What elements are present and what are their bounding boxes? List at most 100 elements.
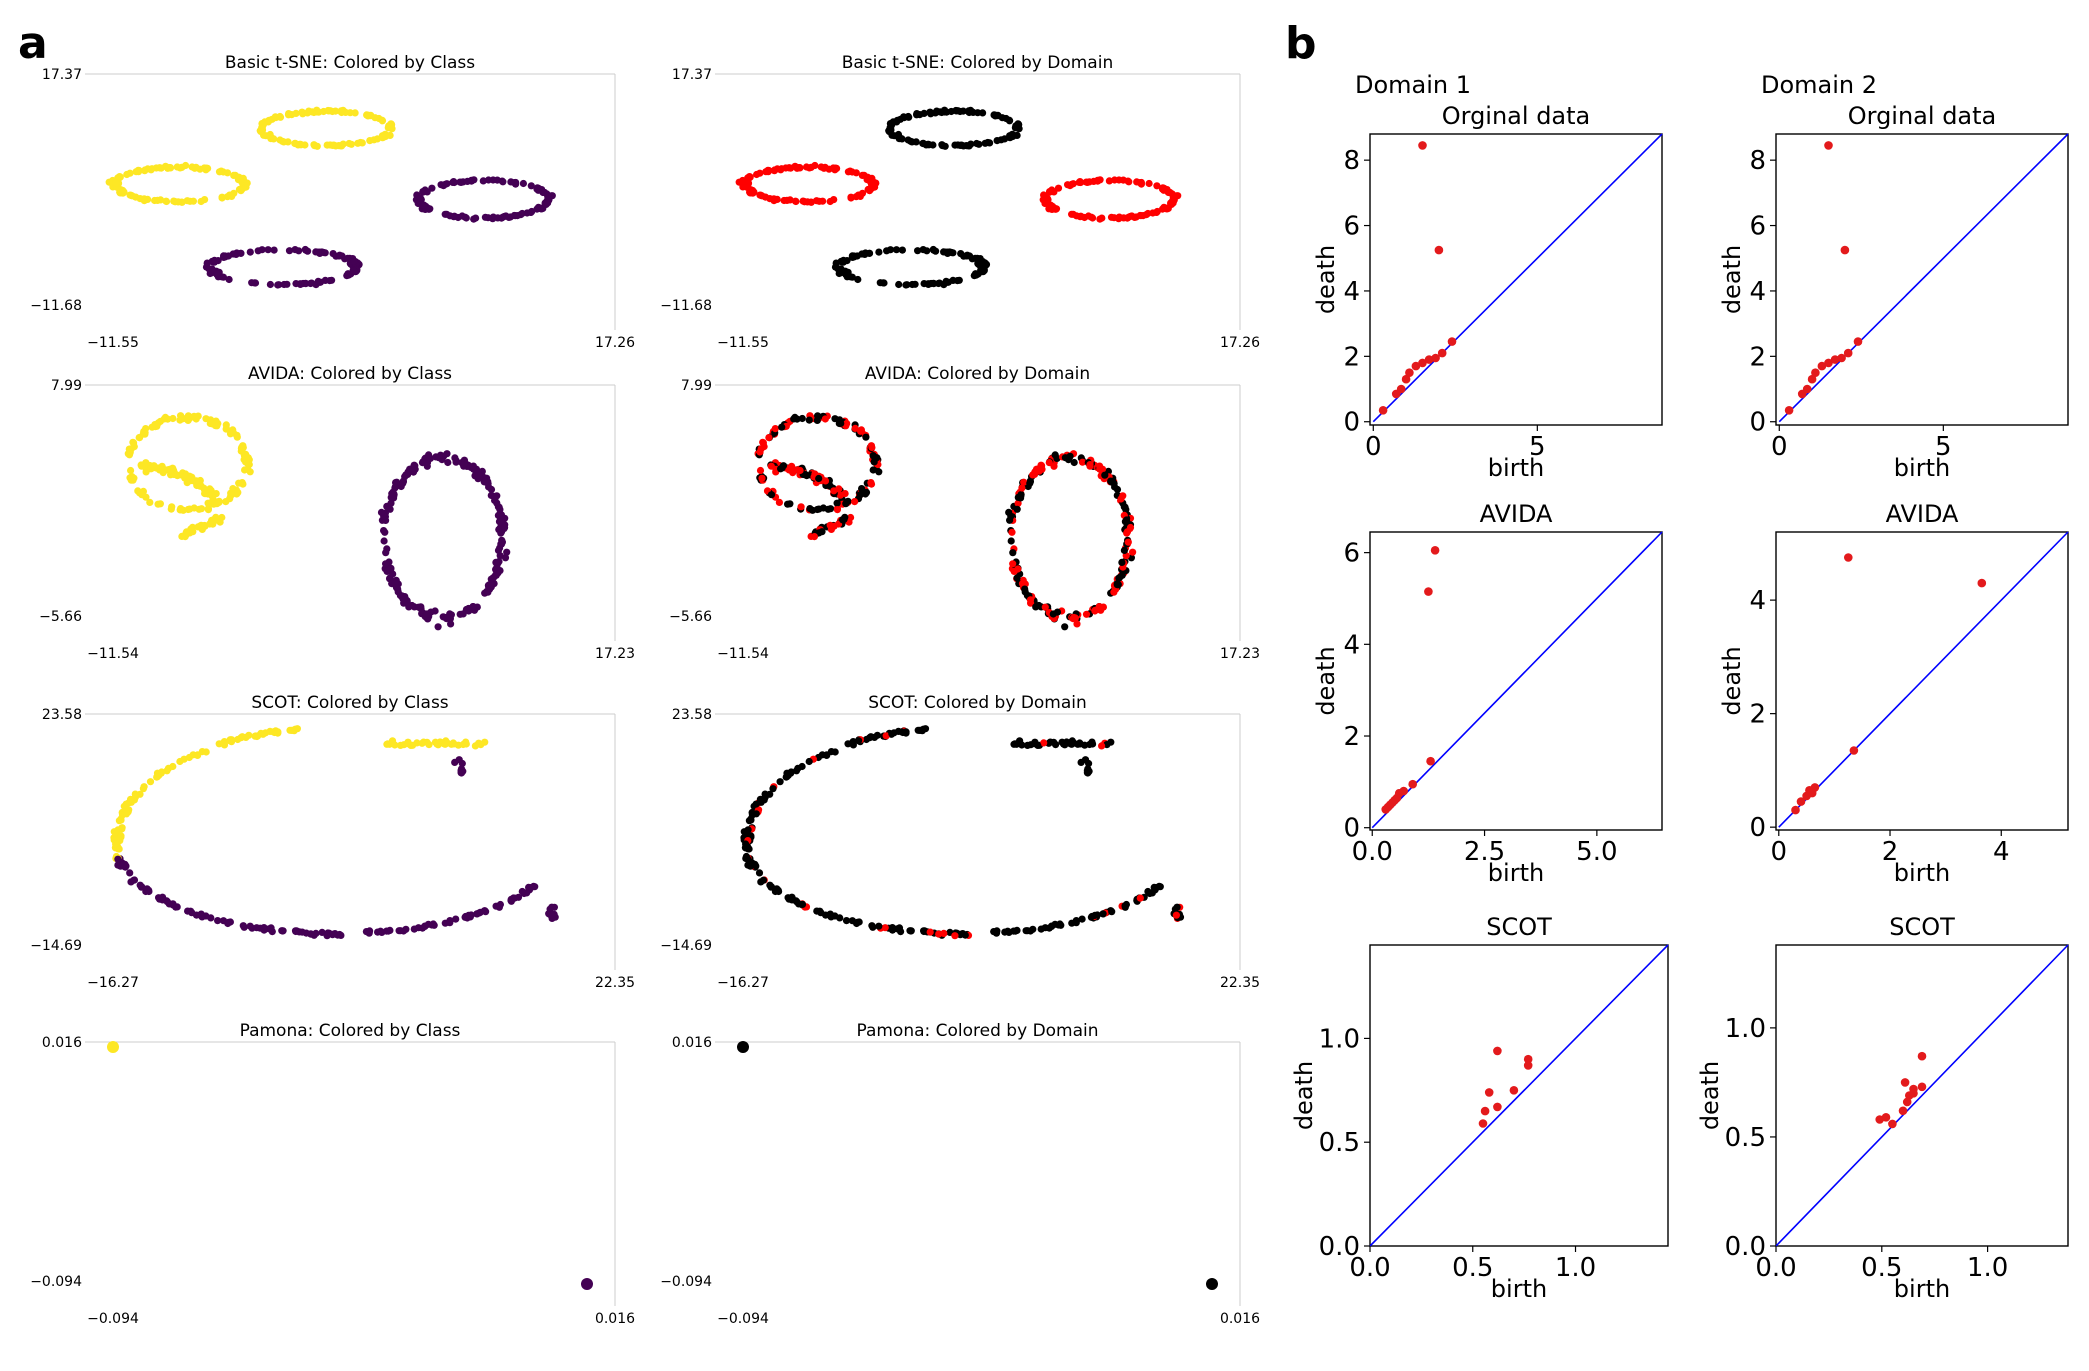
data-point [308,279,316,287]
data-point [882,732,890,740]
data-point [446,917,454,925]
chart-title: SCOT: Colored by Domain [868,693,1087,713]
ytick-label-bottom: −14.69 [660,938,712,954]
data-point [222,498,230,506]
data-point [1126,523,1135,532]
data-point [872,179,880,187]
data-point [992,929,1001,937]
data-point [166,164,175,172]
data-point [469,603,477,611]
ytick-label: 8 [1749,146,1766,176]
data-point [156,500,164,508]
data-point [834,265,842,273]
data-point [307,930,315,938]
data-point [208,419,216,427]
data-point [1036,464,1044,472]
data-point [140,197,148,205]
data-point [984,138,992,147]
data-point [1047,201,1055,209]
data-point [156,164,164,172]
data-point [495,518,504,526]
xtick-label: 5.0 [1576,837,1617,867]
data-point [1158,205,1167,213]
data-point [753,170,761,179]
data-point [881,924,889,932]
data-point [429,920,437,928]
data-point [758,192,766,200]
data-point [797,503,805,511]
data-point [848,739,856,747]
data-point [887,124,895,132]
data-point [778,423,786,431]
data-point [908,280,916,289]
data-point [906,927,914,935]
scatter-a-6: SCOT: Colored by Domain 23.58 −14.69 −16.27… [660,693,1260,991]
data-point [998,114,1006,122]
data-point [167,466,175,475]
data-point [153,773,161,781]
data-point [769,785,777,793]
data-point [471,742,479,750]
data-point [1121,518,1129,526]
data-point [195,505,203,513]
data-point [1004,927,1012,935]
chart-title: AVIDA: Colored by Class [248,364,452,384]
data-point [518,887,526,896]
data-point [1056,920,1064,928]
data-point [176,757,184,766]
data-point [246,248,254,256]
ytick-label-bottom: −0.094 [30,1274,82,1290]
chart-title: Orginal data [1848,102,1997,130]
data-point [344,254,352,262]
data-point [479,177,487,185]
data-point [336,251,344,259]
data-point [383,927,391,935]
x-axis-label: birth [1488,859,1544,887]
data-point [823,751,831,760]
data-point [1008,528,1016,536]
data-point [826,197,834,206]
xtick-label-right: 17.26 [1220,335,1260,351]
xtick-label: 1.0 [1555,1253,1596,1283]
data-point [465,607,473,615]
data-point [1136,179,1144,187]
ytick-label: 2 [1749,342,1766,372]
data-point [1077,758,1085,767]
data-point [239,443,247,452]
data-point [510,179,518,187]
data-point [1110,214,1118,222]
xtick-label: 0.0 [1349,1253,1390,1283]
xtick-label-right: 0.016 [1220,1311,1260,1327]
chart-title: SCOT: Colored by Class [251,693,448,713]
data-point [450,178,458,187]
data-point [162,197,171,206]
data-point [765,166,773,175]
data-point [1082,178,1090,186]
data-point [241,466,249,474]
data-point [173,163,181,171]
data-point [527,182,535,190]
data-point [1424,587,1433,596]
data-point [278,927,286,935]
data-point [314,248,322,256]
data-point [1426,756,1435,766]
data-point [243,179,251,187]
data-point [184,412,192,420]
data-point [339,140,347,148]
data-point [204,499,212,507]
data-point [394,585,402,593]
data-point [487,581,495,589]
data-point [811,161,819,170]
data-point [1068,737,1076,745]
data-point [1888,1119,1897,1129]
data-point [1069,180,1077,188]
data-point [225,275,233,284]
data-point [1012,123,1020,131]
data-point [792,197,800,206]
data-point [895,924,904,932]
data-point [1802,384,1812,394]
data-point [1110,588,1118,596]
data-point [1424,355,1434,364]
x-axis-label: birth [1894,1275,1950,1303]
data-point [204,506,212,514]
